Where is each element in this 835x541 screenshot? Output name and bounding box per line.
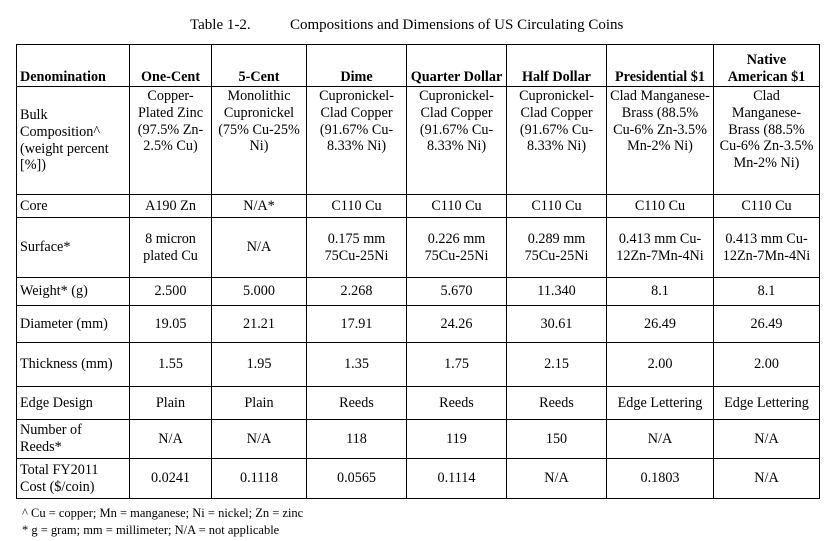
- table-row: Core A190 Zn N/A* C110 Cu C110 Cu C110 C…: [16, 194, 820, 218]
- coin-table: Denomination One-Cent 5-Cent Dime Quarte…: [16, 44, 820, 499]
- column-header: Dime: [306, 44, 407, 87]
- table-cell: N/A: [606, 419, 714, 459]
- table-cell: 26.49: [713, 305, 820, 343]
- table-cell: Plain: [211, 386, 307, 420]
- table-row: Total FY2011 Cost ($/coin) 0.0241 0.1118…: [16, 458, 820, 499]
- table-cell: 2.00: [606, 342, 714, 387]
- table-row: Number of Reeds* N/A N/A 118 119 150 N/A…: [16, 419, 820, 459]
- table-cell: N/A*: [211, 194, 307, 218]
- table-cell: N/A: [713, 419, 820, 459]
- table-cell: Cupronickel-Clad Copper (91.67% Cu-8.33%…: [506, 86, 607, 195]
- row-label: Weight* (g): [16, 277, 130, 306]
- table-cell: 8 micron plated Cu: [129, 217, 212, 278]
- table-cell: 0.0565: [306, 458, 407, 499]
- table-cell: A190 Zn: [129, 194, 212, 218]
- table-cell: 24.26: [406, 305, 507, 343]
- table-cell: Copper-Plated Zinc (97.5% Zn-2.5% Cu): [129, 86, 212, 195]
- table-cell: 2.500: [129, 277, 212, 306]
- table-cell: Cupronickel-Clad Copper (91.67% Cu-8.33%…: [306, 86, 407, 195]
- row-label: Number of Reeds*: [16, 419, 130, 459]
- column-header: One-Cent: [129, 44, 212, 87]
- table-cell: 5.000: [211, 277, 307, 306]
- table-cell: 1.95: [211, 342, 307, 387]
- table-cell: 119: [406, 419, 507, 459]
- table-cell: Reeds: [506, 386, 607, 420]
- row-label: Thickness (mm): [16, 342, 130, 387]
- row-label: Core: [16, 194, 130, 218]
- table-cell: 2.268: [306, 277, 407, 306]
- table-cell: 0.413 mm Cu-12Zn-7Mn-4Ni: [606, 217, 714, 278]
- table-cell: N/A: [713, 458, 820, 499]
- row-label: Diameter (mm): [16, 305, 130, 343]
- table-cell: 1.55: [129, 342, 212, 387]
- table-cell: C110 Cu: [713, 194, 820, 218]
- table-cell: 118: [306, 419, 407, 459]
- table-cell: C110 Cu: [606, 194, 714, 218]
- table-cell: Reeds: [306, 386, 407, 420]
- row-label: Total FY2011 Cost ($/coin): [16, 458, 130, 499]
- row-label: Edge Design: [16, 386, 130, 420]
- table-cell: Edge Lettering: [713, 386, 820, 420]
- footnote-units: * g = gram; mm = millimeter; N/A = not a…: [22, 523, 280, 537]
- column-header: 5-Cent: [211, 44, 307, 87]
- table-cell: C110 Cu: [306, 194, 407, 218]
- table-cell: 0.1803: [606, 458, 714, 499]
- table-row: Weight* (g) 2.500 5.000 2.268 5.670 11.3…: [16, 277, 820, 306]
- table-cell: N/A: [506, 458, 607, 499]
- column-header: Quarter Dollar: [406, 44, 507, 87]
- footnotes: ^ Cu = copper; Mn = manganese; Ni = nick…: [22, 505, 303, 539]
- table-cell: N/A: [129, 419, 212, 459]
- table-title: Compositions and Dimensions of US Circul…: [290, 17, 624, 33]
- table-cell: Monolithic Cupronickel (75% Cu-25% Ni): [211, 86, 307, 195]
- table-row: Surface* 8 micron plated Cu N/A 0.175 mm…: [16, 217, 820, 278]
- header-row: Denomination One-Cent 5-Cent Dime Quarte…: [16, 44, 820, 87]
- table-cell: Reeds: [406, 386, 507, 420]
- table-row: Bulk Composition^ (weight percent [%]) C…: [16, 86, 820, 195]
- table-cell: 1.75: [406, 342, 507, 387]
- table-cell: N/A: [211, 217, 307, 278]
- table-number: Table 1-2.: [190, 17, 251, 33]
- table-cell: 0.0241: [129, 458, 212, 499]
- table-row: Diameter (mm) 19.05 21.21 17.91 24.26 30…: [16, 305, 820, 343]
- column-header: Denomination: [16, 44, 130, 87]
- table-cell: 26.49: [606, 305, 714, 343]
- table-cell: N/A: [211, 419, 307, 459]
- table-cell: 0.289 mm 75Cu-25Ni: [506, 217, 607, 278]
- table-row: Thickness (mm) 1.55 1.95 1.35 1.75 2.15 …: [16, 342, 820, 387]
- table-cell: Plain: [129, 386, 212, 420]
- table-cell: C110 Cu: [506, 194, 607, 218]
- table-cell: 2.15: [506, 342, 607, 387]
- table-cell: 0.1114: [406, 458, 507, 499]
- column-header: Presidential $1: [606, 44, 714, 87]
- table-cell: Clad Manganese-Brass (88.5% Cu-6% Zn-3.5…: [713, 86, 820, 195]
- table-cell: 21.21: [211, 305, 307, 343]
- column-header: Half Dollar: [506, 44, 607, 87]
- table-cell: 0.1118: [211, 458, 307, 499]
- table-cell: Cupronickel-Clad Copper (91.67% Cu-8.33%…: [406, 86, 507, 195]
- table-cell: 11.340: [506, 277, 607, 306]
- column-header: Native American $1: [713, 44, 820, 87]
- table-cell: C110 Cu: [406, 194, 507, 218]
- table-cell: 19.05: [129, 305, 212, 343]
- row-label: Bulk Composition^ (weight percent [%]): [16, 86, 130, 195]
- table-cell: 0.413 mm Cu-12Zn-7Mn-4Ni: [713, 217, 820, 278]
- row-label: Surface*: [16, 217, 130, 278]
- table-cell: 0.226 mm 75Cu-25Ni: [406, 217, 507, 278]
- table-cell: 30.61: [506, 305, 607, 343]
- table-cell: 5.670: [406, 277, 507, 306]
- footnote-abbreviations: ^ Cu = copper; Mn = manganese; Ni = nick…: [22, 506, 304, 520]
- table-cell: Clad Manganese-Brass (88.5% Cu-6% Zn-3.5…: [606, 86, 714, 195]
- table-row: Edge Design Plain Plain Reeds Reeds Reed…: [16, 386, 820, 420]
- table-cell: 1.35: [306, 342, 407, 387]
- table-cell: 0.175 mm 75Cu-25Ni: [306, 217, 407, 278]
- table-cell: 2.00: [713, 342, 820, 387]
- table-cell: 17.91: [306, 305, 407, 343]
- table-cell: 150: [506, 419, 607, 459]
- table-cell: 8.1: [713, 277, 820, 306]
- table-cell: Edge Lettering: [606, 386, 714, 420]
- table-cell: 8.1: [606, 277, 714, 306]
